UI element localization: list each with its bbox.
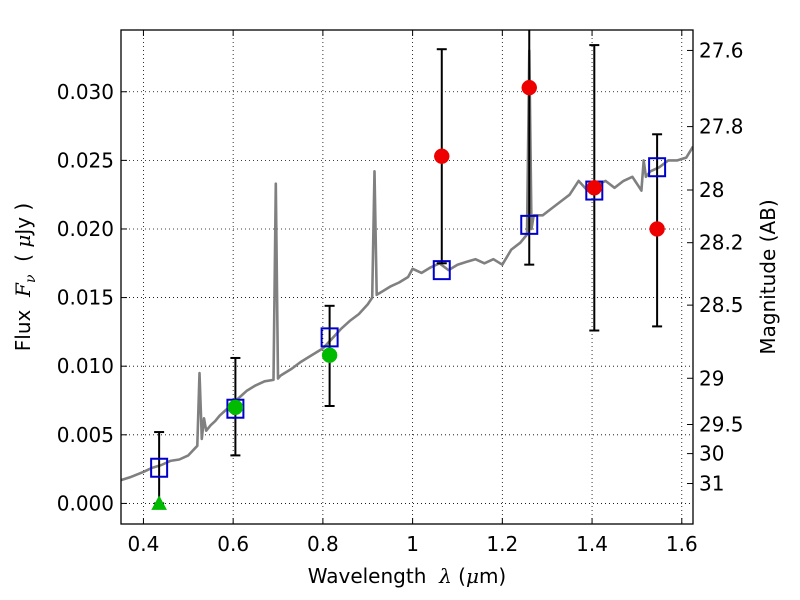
data-point xyxy=(521,79,538,96)
y2-tick-label: 27.6 xyxy=(699,38,744,62)
plot-frame xyxy=(120,29,694,525)
y-axis: 0.000 0.005 0.010 0.015 0.020 0.025 0.030 xyxy=(57,80,127,515)
data-point xyxy=(321,347,338,363)
x-axis: 0.4 0.6 0.8 1 1.2 1.4 1.6 xyxy=(128,30,698,556)
upper-limit-triangle xyxy=(151,495,167,510)
plot-content xyxy=(121,30,693,510)
y-axis-title-subscript: ν xyxy=(23,274,39,283)
y2-tick-label: 28.5 xyxy=(699,293,744,317)
data-point xyxy=(649,221,665,237)
y-axis-title-prefix: Flux xyxy=(11,297,35,351)
x-axis-title-prefix: Wavelength xyxy=(308,564,439,588)
y-axis-title: Flux Fν ( μJy ) xyxy=(11,203,39,351)
x-tick-label: 0.4 xyxy=(128,532,160,556)
y2-tick-label: 29.5 xyxy=(699,413,744,437)
x-axis-title-unit: m) xyxy=(479,564,506,588)
y-axis-title-symbol: F xyxy=(11,282,35,298)
data-point xyxy=(434,148,450,164)
y-tick-label: 0.010 xyxy=(57,354,114,378)
y2-tick-label: 29 xyxy=(699,366,724,390)
y-axis-title-open: ( xyxy=(11,248,35,275)
y-tick-label: 0.000 xyxy=(57,491,114,515)
y2-tick-label: 28.2 xyxy=(699,231,744,255)
sed-model-line xyxy=(121,49,693,482)
x-axis-title-unit-symbol: μ xyxy=(466,564,479,588)
y-axis-title-unit: Jy ) xyxy=(11,203,35,237)
y-tick-label: 0.030 xyxy=(57,80,114,104)
grid-lines xyxy=(121,30,693,524)
x-axis-title: Wavelength λ (μm) xyxy=(308,564,507,588)
x-tick-label: 1.4 xyxy=(576,532,608,556)
x-tick-label: 1.2 xyxy=(486,532,518,556)
y2-tick-label: 28 xyxy=(699,178,724,202)
x-axis-title-open: ( xyxy=(452,564,466,588)
x-tick-label: 1.6 xyxy=(666,532,698,556)
model-photometry-square xyxy=(648,157,667,178)
model-photometry-square xyxy=(150,457,169,478)
data-point xyxy=(586,180,603,196)
x-tick-label: 1 xyxy=(406,532,419,556)
x-axis-title-symbol: λ xyxy=(438,564,452,588)
y2-tick-label: 30 xyxy=(699,442,724,466)
model-photometry-square xyxy=(520,214,539,235)
model-photometry-square xyxy=(320,327,339,348)
model-photometry-square xyxy=(432,260,451,281)
y-tick-label: 0.025 xyxy=(57,148,114,172)
y2-axis: 27.6 27.8 28 28.2 28.5 29 29.5 30 31 xyxy=(687,38,744,496)
y-tick-label: 0.005 xyxy=(57,423,114,447)
y2-tick-label: 27.8 xyxy=(699,115,744,139)
y-tick-label: 0.015 xyxy=(57,286,114,310)
x-tick-label: 0.6 xyxy=(217,532,249,556)
y-tick-label: 0.020 xyxy=(57,217,114,241)
y2-axis-title: Magnitude (AB) xyxy=(756,199,780,354)
y-axis-title-unit-symbol: μ xyxy=(11,235,35,248)
y2-tick-label: 31 xyxy=(699,472,724,496)
x-tick-label: 0.8 xyxy=(307,532,339,556)
data-point xyxy=(227,399,244,416)
